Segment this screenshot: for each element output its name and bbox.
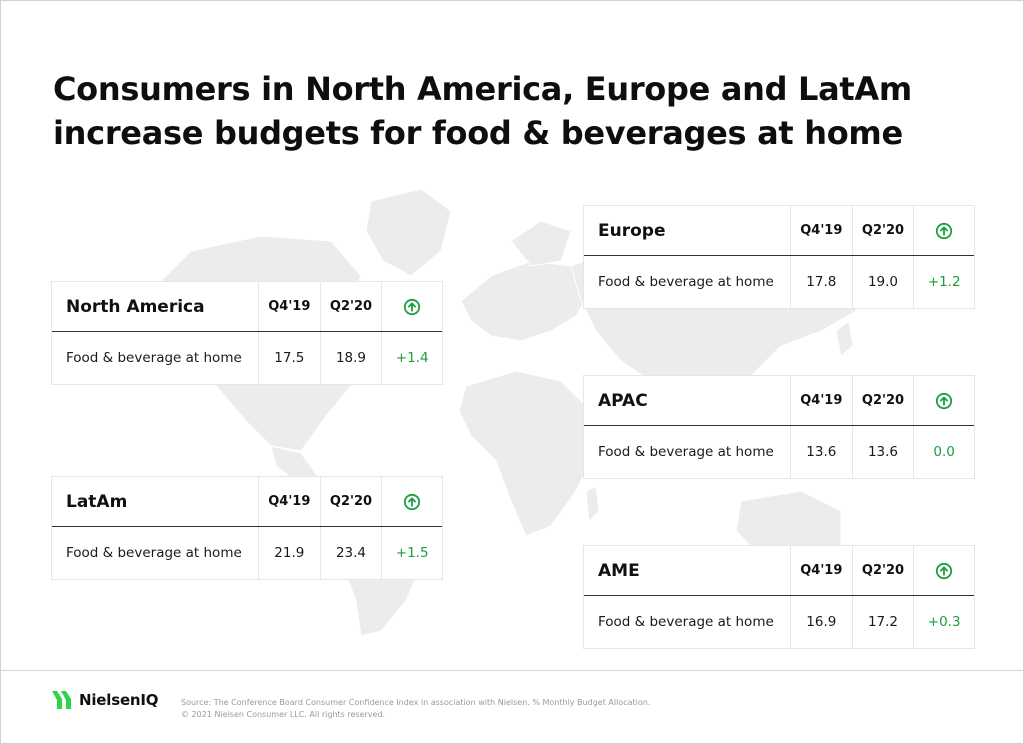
value-q4-19: 13.6: [806, 444, 837, 460]
region-table-north-america: North America Q4'19 Q2'20 Food & beverag…: [51, 281, 443, 385]
brand-logo: NielsenIQ: [51, 689, 159, 711]
column-header-q4-19: Q4'19: [800, 393, 843, 408]
column-header-q4-19: Q4'19: [268, 494, 311, 509]
footer-divider: [1, 670, 1023, 671]
column-header-q2-20: Q2'20: [861, 563, 905, 578]
value-q4-19: 16.9: [806, 614, 837, 630]
region-name: North America: [66, 296, 205, 317]
table-header: North America Q4'19 Q2'20: [52, 282, 442, 332]
value-q2-20: 23.4: [335, 545, 366, 561]
metric-label: Food & beverage at home: [598, 274, 774, 290]
metric-label: Food & beverage at home: [66, 350, 242, 366]
region-table-apac: APAC Q4'19 Q2'20 Food & beverage at home…: [583, 375, 975, 479]
value-q2-20: 17.2: [867, 614, 898, 630]
arrow-up-circle-icon: [404, 298, 421, 315]
metric-label: Food & beverage at home: [598, 444, 774, 460]
table-header: AME Q4'19 Q2'20: [584, 546, 974, 596]
change-value: +1.5: [395, 545, 429, 561]
value-q4-19: 17.5: [274, 350, 305, 366]
page-title: Consumers in North America, Europe and L…: [53, 70, 912, 152]
copyright-note: © 2021 Nielsen Consumer LLC. All rights …: [181, 710, 386, 719]
table-row: Food & beverage at home 16.9 17.2 +0.3: [584, 596, 974, 648]
region-name: LatAm: [66, 491, 128, 512]
value-q4-19: 17.8: [806, 274, 837, 290]
metric-label: Food & beverage at home: [598, 614, 774, 630]
table-row: Food & beverage at home 17.8 19.0 +1.2: [584, 256, 974, 308]
region-name: Europe: [598, 220, 666, 241]
nielseniq-logo-icon: [52, 691, 71, 709]
arrow-up-circle-icon: [936, 562, 953, 579]
column-header-q2-20: Q2'20: [861, 393, 905, 408]
table-header: LatAm Q4'19 Q2'20: [52, 477, 442, 527]
column-header-q4-19: Q4'19: [800, 223, 843, 238]
brand-name: NielsenIQ: [79, 691, 159, 709]
arrow-up-circle-icon: [936, 222, 953, 239]
region-table-europe: Europe Q4'19 Q2'20 Food & beverage at ho…: [583, 205, 975, 309]
footnote: Source: The Conference Board Consumer Co…: [181, 697, 650, 721]
table-row: Food & beverage at home 13.6 13.6 0.0: [584, 426, 974, 478]
table-row: Food & beverage at home 17.5 18.9 +1.4: [52, 332, 442, 384]
value-q4-19: 21.9: [274, 545, 305, 561]
change-value: +1.4: [395, 350, 429, 366]
column-header-q2-20: Q2'20: [329, 299, 373, 314]
region-name: AME: [598, 560, 640, 581]
column-header-q2-20: Q2'20: [329, 494, 373, 509]
column-header-q4-19: Q4'19: [800, 563, 843, 578]
value-q2-20: 18.9: [335, 350, 366, 366]
column-header-q2-20: Q2'20: [861, 223, 905, 238]
value-q2-20: 13.6: [867, 444, 898, 460]
column-header-q4-19: Q4'19: [268, 299, 311, 314]
value-q2-20: 19.0: [867, 274, 898, 290]
source-note: Source: The Conference Board Consumer Co…: [181, 698, 651, 707]
change-value: +0.3: [927, 614, 961, 630]
arrow-up-circle-icon: [936, 392, 953, 409]
region-table-ame: AME Q4'19 Q2'20 Food & beverage at home …: [583, 545, 975, 649]
region-name: APAC: [598, 390, 648, 411]
change-value: 0.0: [933, 444, 955, 460]
table-header: Europe Q4'19 Q2'20: [584, 206, 974, 256]
arrow-up-circle-icon: [404, 493, 421, 510]
region-table-latam: LatAm Q4'19 Q2'20 Food & beverage at hom…: [51, 476, 443, 580]
metric-label: Food & beverage at home: [66, 545, 242, 561]
table-header: APAC Q4'19 Q2'20: [584, 376, 974, 426]
table-row: Food & beverage at home 21.9 23.4 +1.5: [52, 527, 442, 579]
change-value: +1.2: [927, 274, 961, 290]
